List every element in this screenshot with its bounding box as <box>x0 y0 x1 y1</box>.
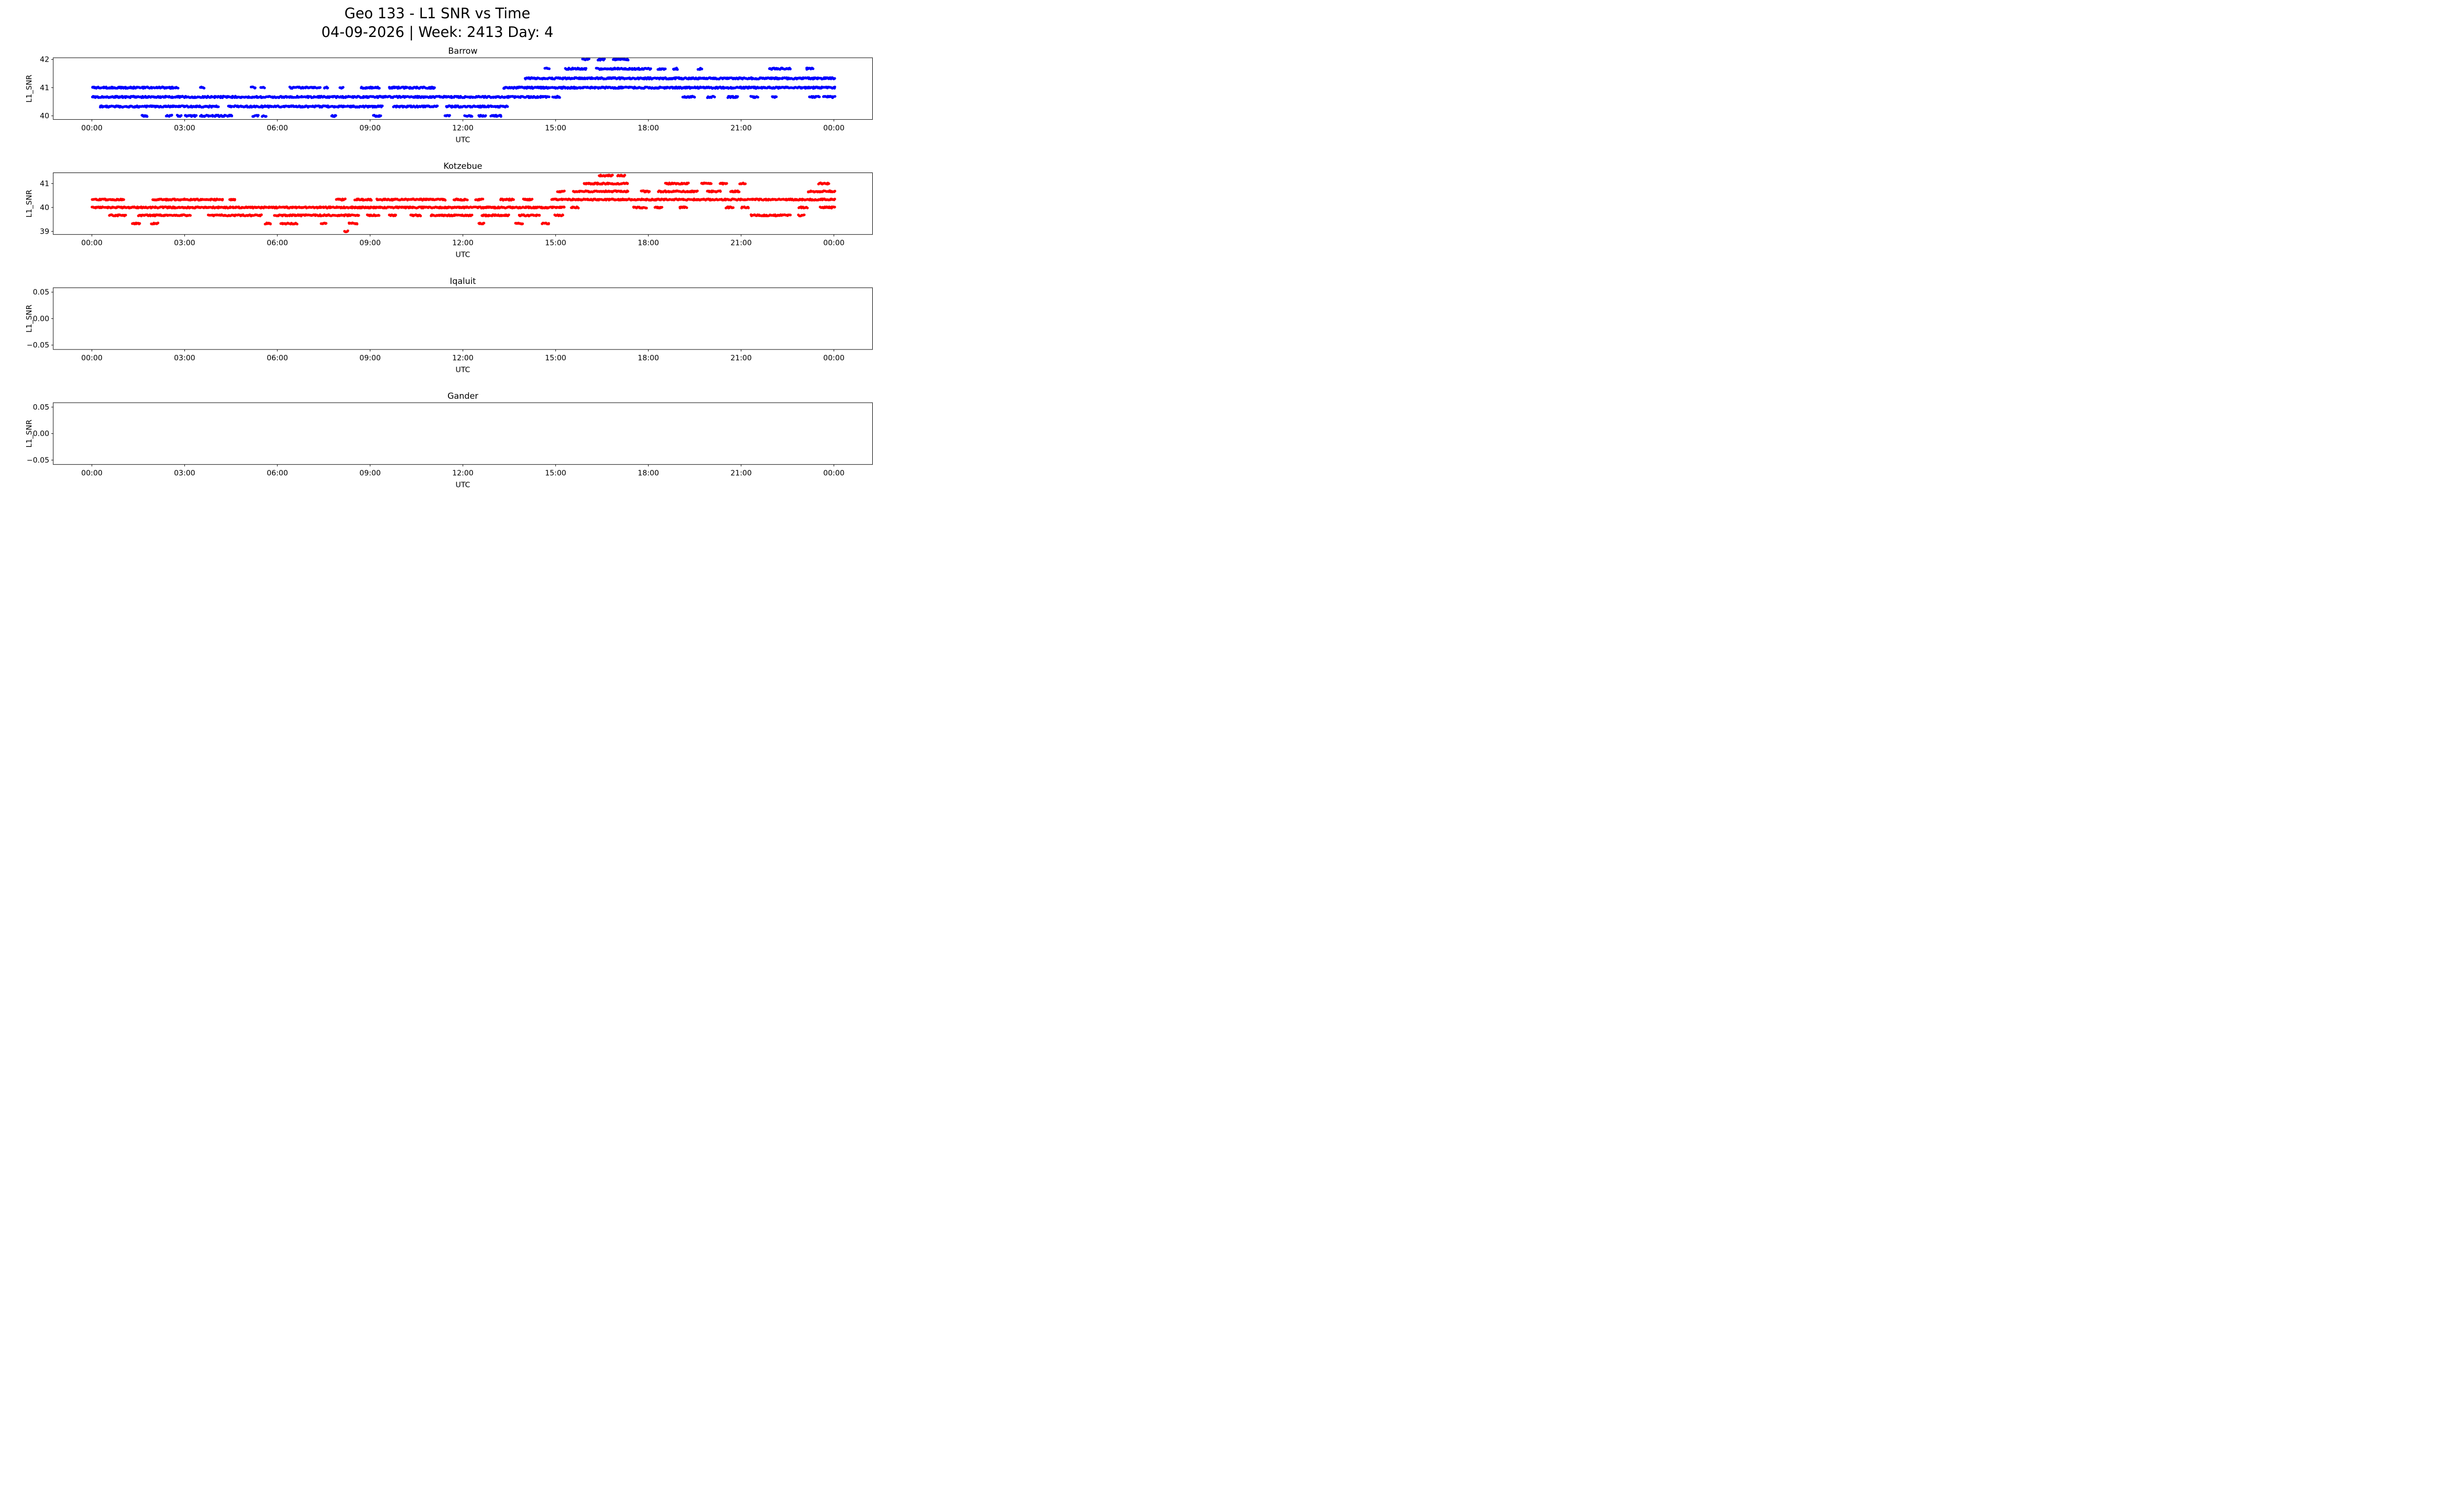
x-tick-label: 18:00 <box>638 468 659 477</box>
scatter-points <box>91 58 837 118</box>
x-tick-label: 00:00 <box>823 123 844 132</box>
x-tick-label: 06:00 <box>267 239 288 247</box>
subplot-title: Gander <box>447 391 479 401</box>
subplot-kotzebue: 00:00 03:00 06:00 09:00 12:00 15:00 18:00 21:00… <box>25 162 873 259</box>
subplot-barrow: 00:00 03:00 06:00 09:00 12:00 15:00 18:00 21:00… <box>25 46 873 144</box>
x-tick-label: 09:00 <box>359 123 380 132</box>
x-tick-label: 06:00 <box>267 123 288 132</box>
y-tick-label: 0.05 <box>33 288 49 297</box>
x-tick-label: 12:00 <box>452 239 474 247</box>
x-axis-label: UTC <box>455 250 470 259</box>
y-tick-label: 42 <box>40 55 49 64</box>
subplot-title: Iqaluit <box>450 277 476 286</box>
x-tick-label: 18:00 <box>638 123 659 132</box>
x-tick-label: 00:00 <box>81 468 103 477</box>
x-tick-label: 18:00 <box>638 239 659 247</box>
x-tick-label: 15:00 <box>545 353 566 362</box>
y-tick-label: 0.00 <box>33 314 49 323</box>
x-tick-label: 09:00 <box>359 468 380 477</box>
x-tick-label: 15:00 <box>545 123 566 132</box>
x-tick-label: 15:00 <box>545 239 566 247</box>
x-tick-label: 00:00 <box>823 353 844 362</box>
subplot-title: Kotzebue <box>444 162 482 172</box>
x-tick-label: 06:00 <box>267 468 288 477</box>
x-tick-label: 00:00 <box>823 239 844 247</box>
x-tick-label: 21:00 <box>730 353 752 362</box>
axes-border <box>53 402 873 465</box>
y-tick-label: 0.00 <box>33 429 49 438</box>
x-tick-label: 15:00 <box>545 468 566 477</box>
figure-subtitle: 04-09-2026 | Week: 2413 Day: 4 <box>321 24 553 40</box>
figure-title: Geo 133 - L1 SNR vs Time <box>344 5 531 22</box>
x-tick-label: 03:00 <box>174 239 195 247</box>
y-tick-label: −0.05 <box>27 341 49 349</box>
figure: Geo 133 - L1 SNR vs Time 04-09-2026 | We… <box>0 0 875 498</box>
x-axis-label: UTC <box>455 135 470 144</box>
x-tick-label: 18:00 <box>638 353 659 362</box>
x-tick-label: 00:00 <box>81 353 103 362</box>
x-tick-label: 03:00 <box>174 353 195 362</box>
x-tick-label: 00:00 <box>81 239 103 247</box>
subplot-iqaluit: 00:00 03:00 06:00 09:00 12:00 15:00 18:00 21:00… <box>25 277 873 374</box>
y-axis-label: L1_SNR <box>25 75 34 103</box>
y-tick-label: 40 <box>40 111 49 120</box>
y-tick-label: 0.05 <box>33 403 49 412</box>
x-tick-label: 21:00 <box>730 123 752 132</box>
subplot-title: Barrow <box>448 46 478 56</box>
x-tick-label: 12:00 <box>452 353 474 362</box>
y-axis-label: L1_SNR <box>25 190 34 218</box>
axes-border <box>53 287 873 350</box>
x-tick-label: 03:00 <box>174 468 195 477</box>
figure-svg: 00:00 03:00 06:00 09:00 12:00 15:00 18:00 21:00… <box>25 46 873 489</box>
y-tick-label: −0.05 <box>27 455 49 464</box>
x-axis-label: UTC <box>455 365 470 374</box>
x-tick-label: 06:00 <box>267 353 288 362</box>
y-tick-label: 40 <box>40 203 49 212</box>
x-tick-label: 09:00 <box>359 353 380 362</box>
y-tick-label: 39 <box>40 227 49 236</box>
y-tick-label: 41 <box>40 83 49 92</box>
y-axis-label: L1_SNR <box>25 419 34 448</box>
x-tick-label: 21:00 <box>730 239 752 247</box>
x-tick-label: 00:00 <box>823 468 844 477</box>
y-tick-label: 41 <box>40 179 49 188</box>
subplot-gander: 00:00 03:00 06:00 09:00 12:00 15:00 18:00 21:00… <box>25 391 873 489</box>
x-tick-label: 00:00 <box>81 123 103 132</box>
axes-border <box>53 173 873 235</box>
x-tick-label: 12:00 <box>452 123 474 132</box>
x-tick-label: 21:00 <box>730 468 752 477</box>
x-tick-label: 03:00 <box>174 123 195 132</box>
x-tick-label: 12:00 <box>452 468 474 477</box>
x-axis-label: UTC <box>455 480 470 489</box>
x-tick-label: 09:00 <box>359 239 380 247</box>
y-axis-label: L1_SNR <box>25 305 34 333</box>
scatter-points <box>90 174 836 233</box>
